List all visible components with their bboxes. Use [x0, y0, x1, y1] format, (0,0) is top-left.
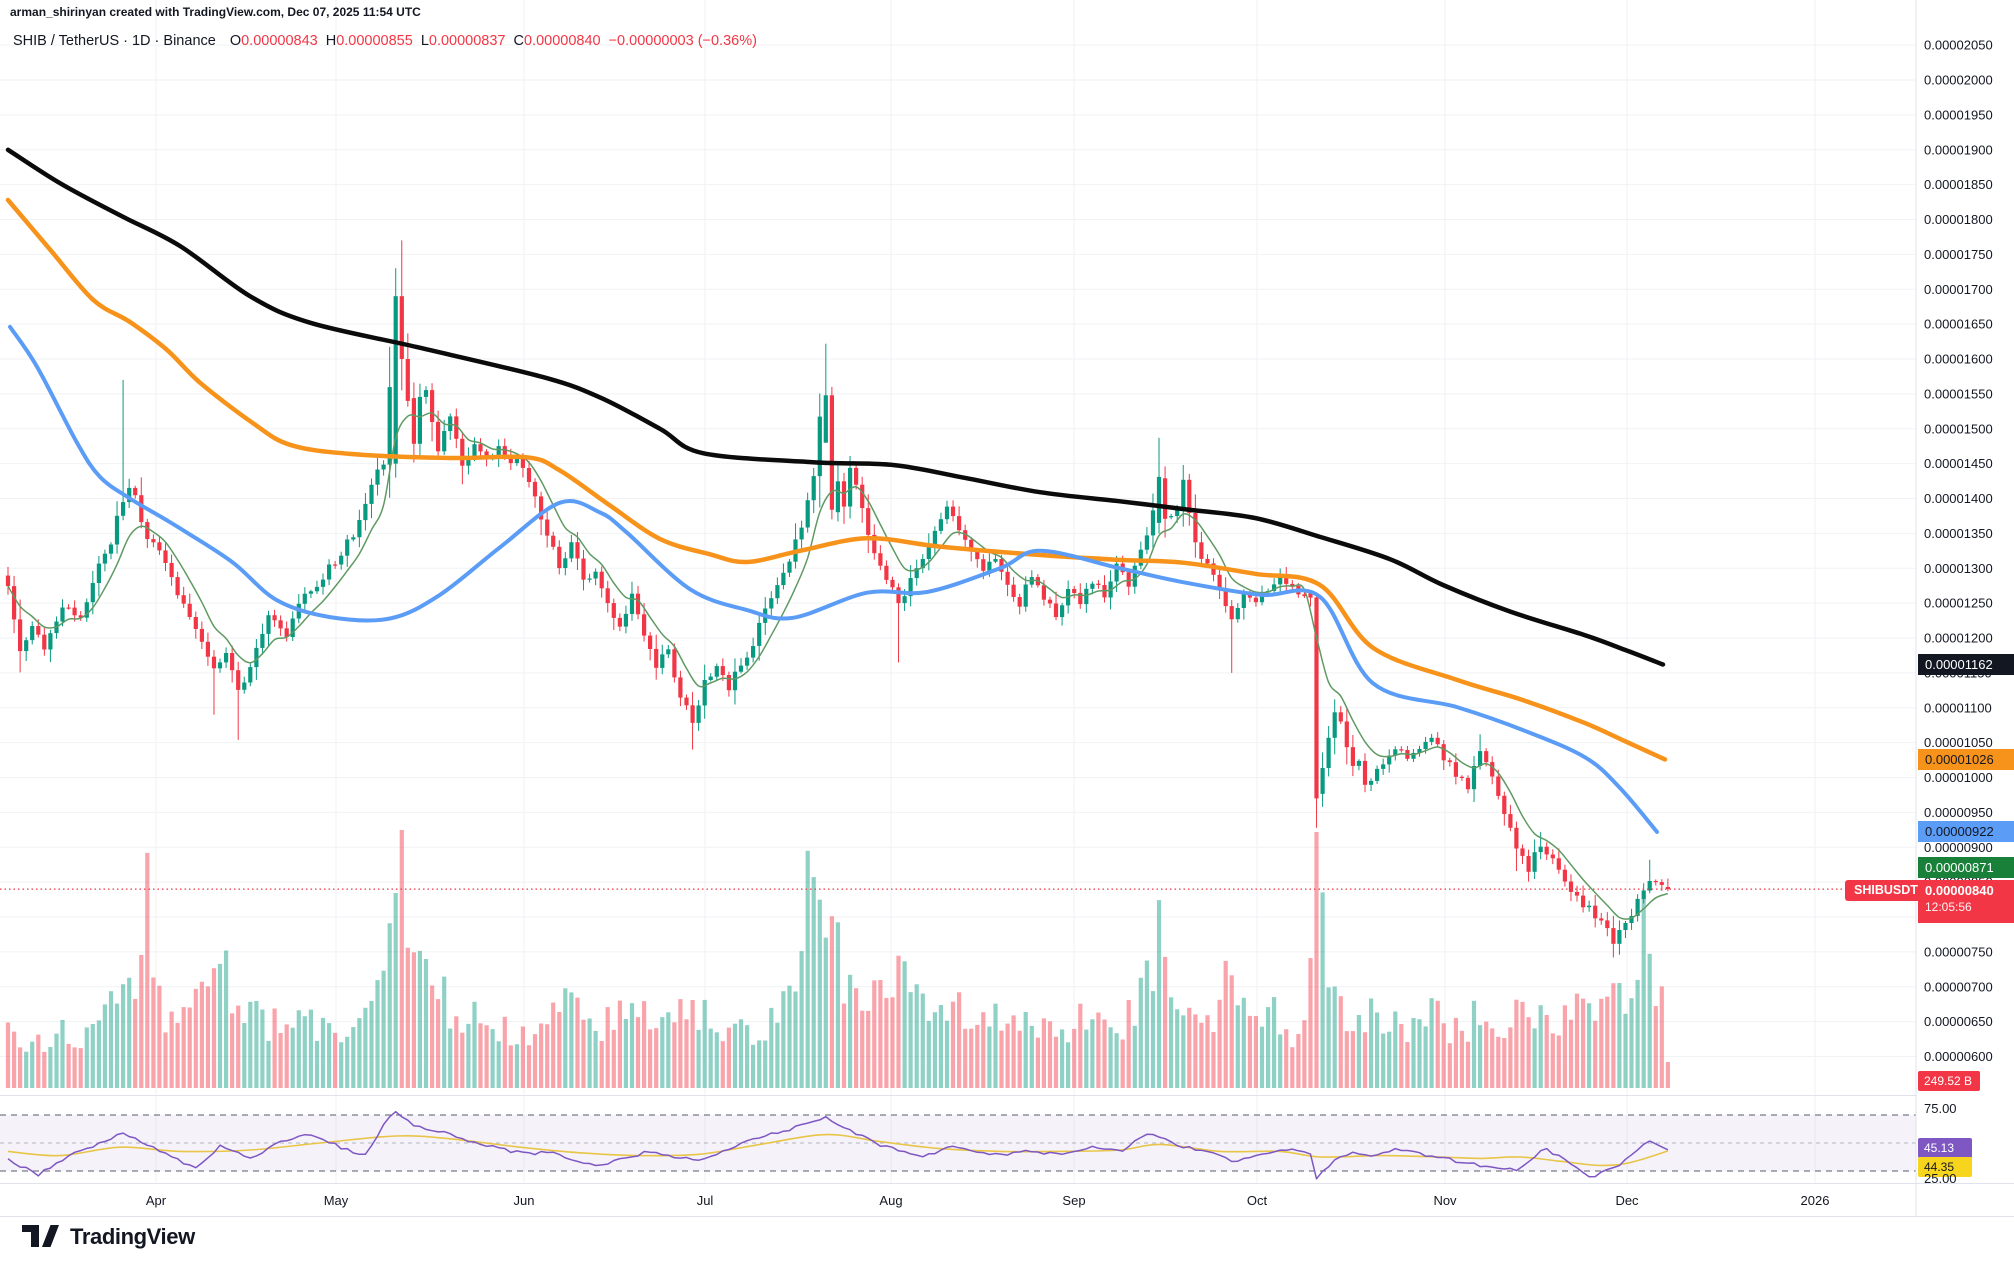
svg-text:0.00001100: 0.00001100 [1924, 700, 1992, 715]
candles [5, 240, 1670, 958]
symbol-line: SHIB / TetherUS · 1D · Binance O0.0000084… [13, 33, 757, 49]
svg-text:0.00001900: 0.00001900 [1924, 142, 1993, 157]
ma-black-price-tag: 0.00001162 [1918, 654, 2014, 675]
svg-text:0.00000900: 0.00000900 [1924, 840, 1993, 855]
volume-bars [5, 830, 1670, 1088]
svg-text:Dec: Dec [1615, 1193, 1639, 1208]
svg-text:2026: 2026 [1801, 1193, 1830, 1208]
last-price-value: 0.00000840 [1925, 883, 1994, 898]
rsi-upper-label: 75.00 [1924, 1101, 1957, 1116]
svg-text:Oct: Oct [1247, 1193, 1268, 1208]
svg-text:0.00001800: 0.00001800 [1924, 212, 1993, 227]
ma-green-line [7, 412, 1669, 920]
pane-separators [0, 0, 2014, 1217]
svg-text:0.00002050: 0.00002050 [1924, 38, 1993, 53]
ma-blue-line [8, 324, 1659, 834]
svg-text:0.00000700: 0.00000700 [1924, 979, 1993, 994]
tradingview-logo-text: TradingView [70, 1224, 195, 1249]
rsi-pane [0, 1110, 1916, 1180]
svg-text:Apr: Apr [146, 1193, 167, 1208]
price-axis-labels: 0.00002050 0.00002000 0.00001950 0.00001900… [1924, 38, 1993, 1064]
ohlc-open: O0.00000843 [229, 33, 318, 49]
grid-horizontal [0, 44, 1916, 1057]
symbol-title[interactable]: SHIB / TetherUS · 1D · Binance [13, 33, 216, 49]
svg-text:0.00001450: 0.00001450 [1924, 456, 1993, 471]
svg-text:Sep: Sep [1062, 1193, 1085, 1208]
svg-text:0.00000650: 0.00000650 [1924, 1014, 1993, 1029]
ohlc-high: H0.00000855 [325, 33, 413, 49]
rsi-badge: 45.13 [1918, 1138, 1972, 1158]
svg-text:0.00001550: 0.00001550 [1924, 386, 1993, 401]
rsi-line [7, 1110, 1669, 1180]
ohlc-close: C0.00000840 [513, 33, 601, 49]
bar-countdown: 12:05:56 [1925, 900, 1972, 914]
ma-blue-price-tag: 0.00000922 [1918, 821, 2014, 842]
svg-text:0.00000750: 0.00000750 [1924, 944, 1993, 959]
ma-orange-line [5, 197, 1668, 762]
rsi-lower-label: 25.00 [1924, 1171, 1957, 1186]
svg-text:May: May [324, 1193, 349, 1208]
volume-badge: 249.52 B [1918, 1071, 1980, 1091]
svg-text:0.00001950: 0.00001950 [1924, 107, 1993, 122]
svg-text:0.00001000: 0.00001000 [1924, 770, 1993, 785]
chart-credit: arman_shirinyan created with TradingView… [10, 5, 421, 19]
svg-text:0.00001650: 0.00001650 [1924, 317, 1993, 332]
time-axis[interactable] [0, 1184, 1916, 1216]
rsi-ma-badge: 44.35 [1918, 1157, 1972, 1177]
tradingview-logo[interactable]: TradingView [22, 1224, 195, 1250]
svg-text:0.00001350: 0.00001350 [1924, 526, 1993, 541]
grid-vertical [155, 0, 1816, 1183]
ma-green-price-tag: 0.00000871 [1918, 857, 2014, 878]
svg-text:0.00001050: 0.00001050 [1924, 735, 1993, 750]
symbol-flag: SHIBUSDT [1845, 880, 1927, 901]
svg-text:Jul: Jul [697, 1193, 714, 1208]
svg-text:Nov: Nov [1433, 1193, 1457, 1208]
svg-text:0.00001200: 0.00001200 [1924, 631, 1993, 646]
svg-text:0.00001600: 0.00001600 [1924, 352, 1993, 367]
svg-text:Jun: Jun [514, 1193, 535, 1208]
svg-text:0.00002000: 0.00002000 [1924, 73, 1993, 88]
tradingview-icon [22, 1225, 59, 1247]
last-price-tag: 0.00000840 12:05:56 [1918, 880, 2014, 923]
svg-text:0.00001700: 0.00001700 [1924, 282, 1993, 297]
ma-black-line [5, 147, 1666, 667]
time-axis-labels: Apr May Jun Jul Aug Sep Oct Nov Dec 2026 [146, 1193, 1830, 1208]
svg-text:0.00001750: 0.00001750 [1924, 247, 1993, 262]
moving-averages [5, 147, 1669, 920]
svg-text:0.00001500: 0.00001500 [1924, 421, 1993, 436]
ma-orange-price-tag: 0.00001026 [1918, 749, 2014, 770]
ohlc-low: L0.00000837 [420, 33, 506, 49]
svg-text:0.00000600: 0.00000600 [1924, 1049, 1993, 1064]
svg-text:0.00001850: 0.00001850 [1924, 177, 1993, 192]
svg-text:0.00001250: 0.00001250 [1924, 596, 1993, 611]
price-change: −0.00000003 (−0.36%) [608, 33, 757, 49]
svg-text:0.00001300: 0.00001300 [1924, 561, 1993, 576]
price-axis[interactable] [1916, 0, 2014, 1216]
svg-text:0.00001400: 0.00001400 [1924, 491, 1993, 506]
svg-text:0.00000950: 0.00000950 [1924, 805, 1993, 820]
svg-text:Aug: Aug [879, 1193, 902, 1208]
